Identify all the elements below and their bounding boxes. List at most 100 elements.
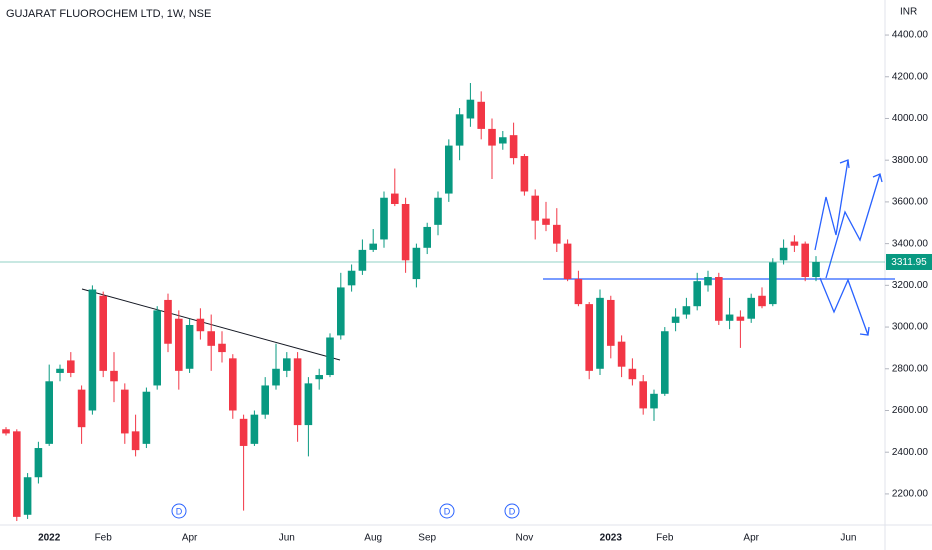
dividend-circle <box>171 503 187 519</box>
dividend-label: D <box>509 506 516 516</box>
arrow-path <box>825 173 881 279</box>
candle-body <box>283 358 291 371</box>
candle-body <box>596 297 604 369</box>
candle-body <box>693 281 701 307</box>
candle-body <box>747 297 755 319</box>
candle-body <box>736 316 745 321</box>
candle-body <box>196 318 205 332</box>
candle-body <box>218 343 226 353</box>
candle-body <box>812 261 820 277</box>
candle-body <box>110 370 118 382</box>
candle-body <box>67 360 75 373</box>
candle-body <box>574 279 583 305</box>
y-tick-label: 4200.00 <box>892 71 929 82</box>
y-tick-label: 4400.00 <box>892 30 929 41</box>
currency: INR <box>900 7 917 18</box>
dividend-circle <box>504 503 520 519</box>
candle-body <box>56 368 64 373</box>
candle-body <box>488 128 496 146</box>
x-tick-label: Jun <box>279 533 295 544</box>
candle-body <box>639 381 647 409</box>
dividend-label: D <box>444 506 451 516</box>
x-tick-label: Feb <box>656 533 674 544</box>
candle-body <box>671 316 680 323</box>
candle-body <box>531 195 539 221</box>
candle-body <box>769 262 777 305</box>
candle-body <box>347 270 356 286</box>
x-tick-label: 2022 <box>38 533 61 544</box>
candle-body <box>650 393 658 409</box>
x-tick-label: Apr <box>743 533 759 544</box>
candle-body <box>401 203 410 261</box>
candle-body <box>207 331 215 346</box>
candle-body <box>250 414 259 444</box>
candle-body <box>142 391 151 444</box>
candle-body <box>801 243 809 277</box>
candle-body <box>661 331 669 394</box>
candle-body <box>153 310 161 386</box>
dividend-markers: D D D <box>171 503 520 519</box>
candle-body <box>34 448 43 478</box>
candle-body <box>13 431 21 517</box>
arrow-path <box>814 159 849 251</box>
candle-body <box>412 247 421 280</box>
candle-body <box>499 137 507 144</box>
candle-body <box>293 358 302 426</box>
candle-body <box>585 304 593 371</box>
candle-body <box>434 197 442 225</box>
candle-body <box>315 375 323 380</box>
candle-body <box>542 218 550 225</box>
candle-body <box>455 114 464 146</box>
candle-body <box>790 241 799 246</box>
candle-body <box>682 306 691 315</box>
candle-body <box>779 247 788 261</box>
x-tick-label: Apr <box>182 533 198 544</box>
candle-body <box>2 429 10 434</box>
arrow-head <box>839 159 850 169</box>
y-tick-label: 4000.00 <box>892 113 929 124</box>
candle-body <box>77 389 86 428</box>
candle-body <box>758 295 766 307</box>
candle-body <box>715 276 723 321</box>
candle-body <box>617 341 626 367</box>
candle-body <box>369 243 377 250</box>
y-tick-label: 3000.00 <box>892 322 929 333</box>
candle-body <box>725 314 734 321</box>
candle-body <box>261 385 269 415</box>
candle-body <box>164 299 172 344</box>
candle-body <box>423 226 431 248</box>
y-tick-label: 2400.00 <box>892 447 929 458</box>
candle-body <box>304 383 313 426</box>
y-tick-label: 3600.00 <box>892 197 929 208</box>
candle-body <box>175 318 183 371</box>
candle-body <box>553 224 561 244</box>
candle-body <box>131 431 140 451</box>
candle-body <box>520 156 529 192</box>
candle-body <box>88 289 97 411</box>
candle-body <box>326 337 334 376</box>
candle-body <box>23 477 32 515</box>
last-price-box <box>886 253 932 270</box>
candle-body <box>563 243 572 280</box>
candle-body <box>337 287 345 336</box>
dividend-label: D <box>176 506 183 516</box>
x-tick-label: 2023 <box>600 533 623 544</box>
y-tick-label: 2800.00 <box>892 363 929 374</box>
arrow-head <box>872 173 883 183</box>
y-tick-label: 3200.00 <box>892 280 929 291</box>
candle-body <box>45 381 53 444</box>
chart-title: GUJARAT FLUOROCHEM LTD, 1W, NSE <box>6 8 211 20</box>
x-tick-label: Aug <box>364 533 382 544</box>
arrow-path <box>819 277 869 336</box>
y-tick-label: 2600.00 <box>892 405 929 416</box>
candle-body <box>272 368 280 386</box>
candle-body <box>229 358 237 411</box>
candle-body <box>121 389 129 434</box>
candle-body <box>477 101 485 129</box>
x-tick-label: Feb <box>95 533 113 544</box>
y-tick-label: 3800.00 <box>892 155 929 166</box>
dividend-circle <box>439 503 455 519</box>
candle-body <box>380 197 388 240</box>
candle-body <box>466 99 475 119</box>
candle-body <box>607 299 615 346</box>
